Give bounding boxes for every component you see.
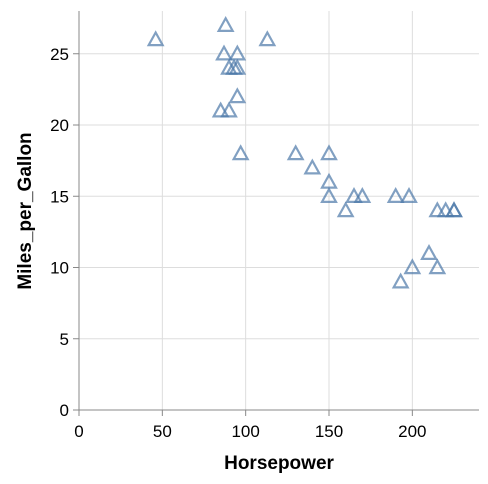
data-point [336, 201, 355, 218]
data-point [146, 30, 165, 47]
data-point [231, 144, 250, 161]
data-point [303, 158, 322, 175]
data-point [345, 186, 363, 203]
data-point [215, 44, 233, 61]
y-tick-label: 10 [50, 259, 69, 278]
data-point [320, 186, 338, 203]
data-point [258, 30, 277, 47]
data-point [420, 243, 438, 260]
data-point [436, 201, 455, 218]
data-point [403, 258, 422, 275]
data-point [228, 58, 247, 75]
data-point [211, 101, 230, 118]
data-point [428, 201, 447, 218]
data-point [386, 186, 405, 203]
data-point [286, 144, 305, 161]
data-point [216, 15, 235, 32]
x-tick-label: 0 [74, 422, 83, 441]
x-tick-label: 200 [398, 422, 426, 441]
data-point [320, 144, 338, 161]
y-tick-label: 15 [50, 187, 69, 206]
data-point [228, 87, 247, 104]
data-points [146, 15, 463, 289]
x-tick-label: 100 [231, 422, 259, 441]
data-point [428, 258, 447, 275]
data-point [400, 186, 418, 203]
y-tick-label: 20 [50, 116, 69, 135]
grid [78, 11, 479, 411]
x-tick-label: 150 [315, 422, 343, 441]
y-tick-label: 25 [50, 45, 69, 64]
y-tick-label: 0 [60, 401, 69, 420]
data-point [353, 186, 372, 203]
x-axis-title: Horsepower [224, 453, 334, 474]
data-point [228, 44, 247, 61]
data-point [445, 201, 463, 218]
y-tick-label: 5 [60, 330, 69, 349]
axes: 0 50 100 150 200 0 5 10 15 20 25 [50, 11, 479, 441]
x-tick-label: 50 [153, 422, 172, 441]
data-point [391, 272, 410, 289]
y-axis-title: Miles_per_Gallon [15, 132, 36, 289]
data-point [220, 101, 238, 118]
